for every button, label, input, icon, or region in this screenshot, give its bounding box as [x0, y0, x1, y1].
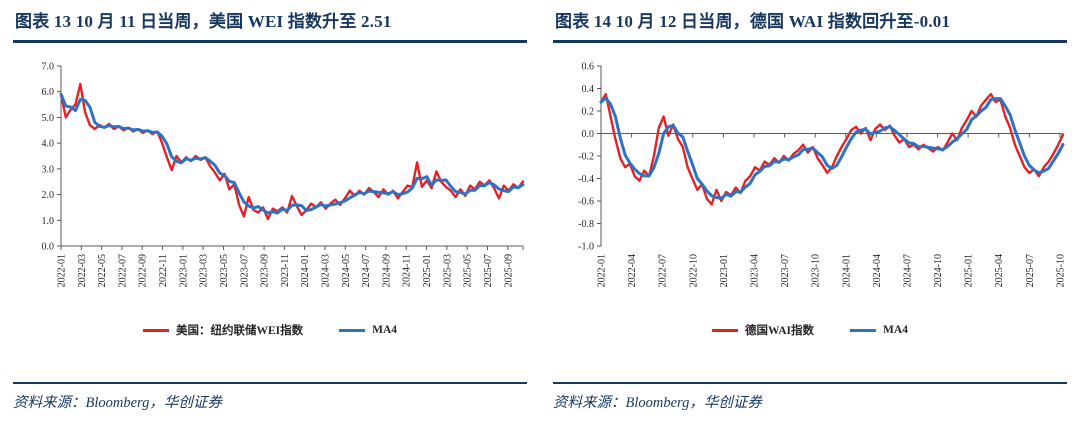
legend-line-blue: [339, 328, 366, 332]
y-tick-label: 0.0: [42, 242, 55, 253]
wai-chart-canvas: 0.6 0.4 0.2 0.0 -0.2 -0.4 -0.6 -0.8 -1.0 2022-01 2…: [555, 56, 1067, 322]
x-tick-label: 2022-07: [117, 254, 128, 287]
ma4-line: [59, 92, 525, 215]
x-tick-label: 2024-01: [841, 254, 852, 287]
x-tick-label: 2023-05: [219, 254, 230, 287]
x-tick-label: 2022-01: [597, 254, 608, 287]
y-tick-label: 4.0: [42, 139, 55, 150]
source-note: 资料来源：Bloomberg，华创证券: [553, 382, 1067, 412]
x-tick-label: 2023-09: [260, 254, 271, 287]
legend-item-wei: 美国：纽约联储WEI指数: [142, 322, 304, 338]
y-tick-label: 2.0: [42, 190, 55, 201]
x-tick-label: 2023-01: [178, 254, 189, 287]
legend-label: MA4: [883, 324, 908, 336]
legend-label: MA4: [372, 324, 398, 336]
wei-chart-canvas: 7.0 6.0 5.0 4.0 3.0 2.0 1.0 0.0 2022-01 2022-03 20…: [15, 56, 527, 322]
y-tick-label: 1.0: [42, 216, 55, 227]
x-tick-label: 2022-10: [688, 254, 699, 287]
title-rule: [13, 40, 527, 43]
y-tick-label: -0.6: [578, 197, 594, 208]
x-tick-label: 2022-07: [658, 254, 669, 287]
legend-item-ma4: MA4: [339, 324, 397, 336]
x-tick-label: 2023-07: [780, 254, 791, 287]
chart-legend: 美国：纽约联储WEI指数 MA4: [13, 322, 527, 338]
legend-item-wai: 德国WAI指数: [712, 322, 814, 338]
chart-legend: 德国WAI指数 MA4: [553, 322, 1067, 338]
legend-line-red: [712, 328, 739, 332]
x-tick-label: 2025-05: [463, 254, 474, 287]
figure-title: 图表 13 10 月 11 日当周，美国 WEI 指数升至 2.51: [15, 12, 392, 31]
x-tick-label: 2024-10: [933, 254, 944, 287]
x-tick-label: 2025-07: [483, 254, 494, 287]
y-tick-label: -0.4: [578, 174, 594, 185]
source-note: 资料来源：Bloomberg，华创证券: [13, 382, 527, 412]
x-tick-label: 2023-04: [749, 254, 760, 287]
x-tick-label: 2023-07: [239, 254, 250, 287]
x-tick-label: 2024-07: [902, 254, 913, 287]
x-tick-label: 2025-03: [442, 254, 453, 287]
x-tick-label: 2022-09: [138, 254, 149, 287]
y-tick-label: 5.0: [42, 113, 55, 124]
y-tick-label: 3.0: [42, 164, 55, 175]
x-tick-label: 2025-01: [422, 254, 433, 287]
wei-index-line: [59, 82, 525, 221]
x-tick-label: 2024-03: [321, 254, 332, 287]
x-tick-label: 2023-03: [199, 254, 210, 287]
legend-item-ma4: MA4: [850, 324, 908, 336]
x-tick-label: 2024-09: [381, 254, 392, 287]
y-tick-label: -0.8: [578, 219, 594, 230]
x-tick-label: 2024-07: [361, 254, 372, 287]
x-tick-label: 2023-11: [280, 254, 291, 287]
x-tick-label: 2023-10: [811, 254, 822, 287]
figure-panel-14: 图表 14 10 月 12 日当周，德国 WAI 指数回升至-0.01 0.6 0…: [540, 0, 1080, 428]
legend-line-blue: [850, 328, 877, 332]
x-tick-label: 2025-07: [1025, 254, 1036, 287]
x-tick-label: 2024-05: [341, 254, 352, 287]
x-tick-label: 2022-03: [77, 254, 88, 287]
x-tick-label: 2022-04: [627, 254, 638, 287]
x-tick-label: 2025-01: [964, 254, 975, 287]
y-tick-label: 0.2: [582, 107, 595, 118]
y-tick-label: 6.0: [42, 87, 55, 98]
y-tick-label: 0.0: [582, 129, 595, 140]
x-tick-label: 2024-04: [872, 254, 883, 287]
x-tick-label: 2024-01: [300, 254, 311, 287]
x-tick-label: 2022-05: [97, 254, 108, 287]
y-tick-label: 7.0: [42, 62, 55, 73]
x-tick-label: 2025-04: [994, 254, 1005, 287]
x-tick-label: 2022-11: [158, 254, 169, 287]
legend-line-red: [142, 328, 169, 332]
x-tick-label: 2025-09: [503, 254, 514, 287]
x-tick-label: 2023-01: [719, 254, 730, 287]
x-tick-label: 2024-11: [402, 254, 413, 287]
x-tick-label: 2022-01: [57, 254, 68, 287]
legend-label: 美国：纽约联储WEI指数: [175, 325, 304, 337]
wai-index-line: [599, 92, 1065, 206]
figure-title: 图表 14 10 月 12 日当周，德国 WAI 指数回升至-0.01: [555, 12, 951, 31]
legend-label: 德国WAI指数: [745, 325, 815, 337]
y-tick-label: 0.4: [582, 84, 595, 95]
y-tick-label: 0.6: [582, 62, 595, 73]
y-tick-label: -0.2: [578, 152, 594, 163]
figure-panel-13: 图表 13 10 月 11 日当周，美国 WEI 指数升至 2.51 7.0 6.…: [13, 12, 527, 412]
x-tick-label: 2025-10: [1055, 254, 1066, 287]
ma4-line: [599, 96, 1065, 200]
y-tick-label: -1.0: [578, 242, 594, 253]
title-rule: [553, 40, 1067, 43]
